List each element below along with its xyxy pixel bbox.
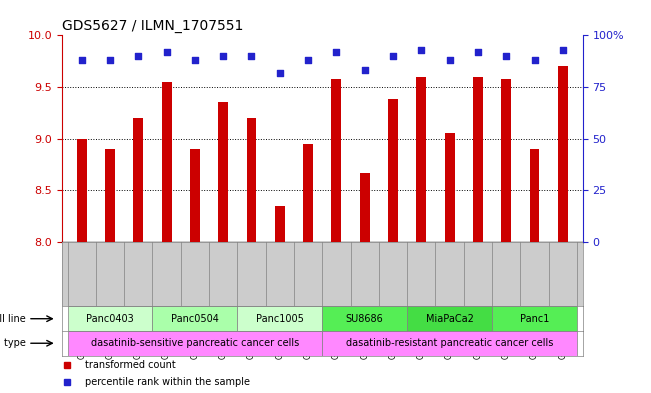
Bar — [77, 139, 87, 242]
Text: cell type: cell type — [0, 338, 25, 348]
Bar — [331, 79, 341, 242]
Point — [161, 49, 172, 55]
Point — [501, 53, 512, 59]
Bar — [152, 307, 238, 331]
Text: percentile rank within the sample: percentile rank within the sample — [85, 376, 250, 387]
Bar — [445, 134, 454, 242]
Text: Panc1005: Panc1005 — [256, 314, 304, 324]
Text: Panc0504: Panc0504 — [171, 314, 219, 324]
Point — [218, 53, 229, 59]
Bar — [360, 173, 370, 242]
Bar — [303, 144, 313, 242]
Bar — [190, 149, 200, 242]
Text: cell line: cell line — [0, 314, 25, 324]
Bar — [238, 307, 322, 331]
Point — [133, 53, 143, 59]
Bar — [388, 99, 398, 242]
Text: transformed count: transformed count — [85, 360, 176, 370]
Bar — [68, 331, 322, 356]
Point — [359, 67, 370, 73]
Bar — [417, 77, 426, 242]
Bar — [218, 103, 228, 242]
Point — [246, 53, 256, 59]
Bar — [247, 118, 256, 242]
Text: Panc1: Panc1 — [520, 314, 549, 324]
Bar — [275, 206, 284, 242]
Bar — [68, 307, 152, 331]
Text: Panc0403: Panc0403 — [86, 314, 134, 324]
Text: GDS5627 / ILMN_1707551: GDS5627 / ILMN_1707551 — [62, 19, 243, 33]
Text: MiaPaCa2: MiaPaCa2 — [426, 314, 473, 324]
Text: dasatinib-sensitive pancreatic cancer cells: dasatinib-sensitive pancreatic cancer ce… — [90, 338, 299, 348]
Text: SU8686: SU8686 — [346, 314, 383, 324]
Point — [189, 57, 200, 63]
Bar — [161, 82, 171, 242]
Bar — [133, 118, 143, 242]
Bar — [558, 66, 568, 242]
Point — [105, 57, 115, 63]
Bar — [322, 331, 577, 356]
Bar — [407, 307, 492, 331]
Point — [445, 57, 455, 63]
Text: dasatinib-resistant pancreatic cancer cells: dasatinib-resistant pancreatic cancer ce… — [346, 338, 553, 348]
Point — [529, 57, 540, 63]
Point — [303, 57, 313, 63]
Bar — [501, 79, 511, 242]
Point — [416, 47, 426, 53]
Bar — [322, 307, 407, 331]
Point — [558, 47, 568, 53]
Bar — [473, 77, 483, 242]
Point — [388, 53, 398, 59]
Bar — [529, 149, 540, 242]
Bar — [105, 149, 115, 242]
Point — [331, 49, 342, 55]
Point — [275, 70, 285, 76]
Point — [473, 49, 483, 55]
Point — [76, 57, 87, 63]
Bar — [492, 307, 577, 331]
